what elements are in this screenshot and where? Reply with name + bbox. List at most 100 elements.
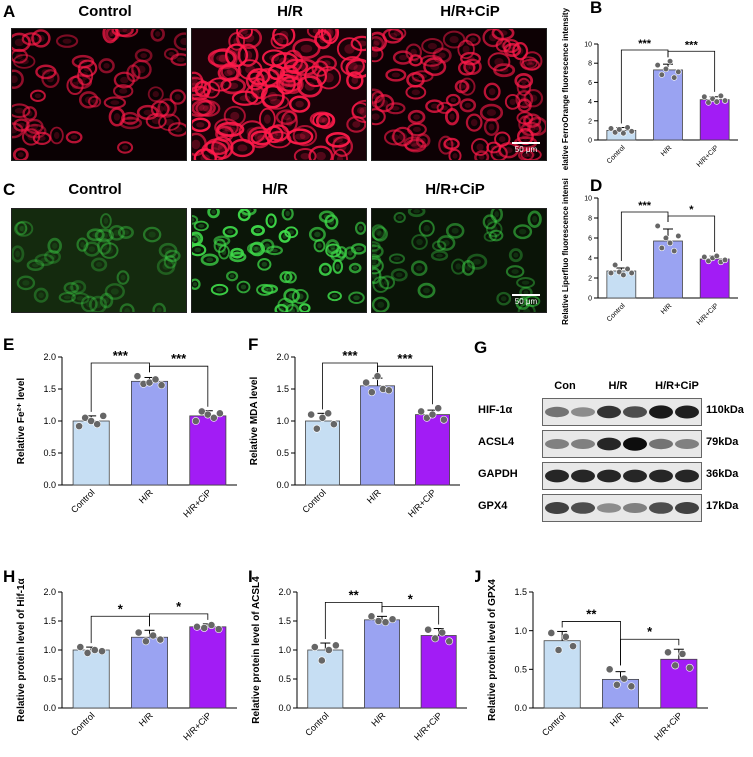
cell-mark — [97, 238, 112, 255]
data-point — [307, 410, 316, 419]
cell-mark — [33, 287, 49, 303]
cell-mark — [192, 117, 211, 133]
cell-nucleus — [423, 224, 430, 232]
cell-nucleus — [113, 229, 120, 236]
cell-mark — [104, 283, 125, 300]
cell-nucleus — [410, 48, 417, 56]
bar — [72, 649, 110, 709]
cell-nucleus — [92, 99, 98, 104]
cell-mark — [32, 131, 52, 145]
cell-mark — [164, 249, 181, 263]
cell-nucleus — [356, 107, 365, 114]
cell-mark — [49, 126, 64, 145]
cell-nucleus — [409, 140, 418, 147]
cell-mark — [486, 141, 502, 154]
wb-row-label: ACSL4 — [478, 436, 515, 448]
data-point — [678, 649, 687, 658]
data-point — [612, 680, 621, 689]
x-tick-label: H/R — [365, 487, 383, 505]
cell-mark — [34, 253, 55, 267]
data-point — [200, 624, 209, 632]
cell-mark — [281, 75, 304, 95]
cell-nucleus — [487, 219, 493, 225]
cell-mark — [278, 76, 303, 93]
cell-mark — [411, 70, 434, 83]
cell-nucleus — [391, 106, 400, 111]
data-point — [605, 665, 614, 674]
cell-mark — [283, 288, 300, 304]
cell-nucleus — [118, 29, 128, 33]
x-tick-label: H/R+CiP — [696, 302, 721, 327]
cell-nucleus — [196, 122, 205, 128]
cell-nucleus — [269, 217, 274, 224]
data-point — [193, 622, 201, 631]
wb-band — [675, 469, 699, 483]
cell-mark — [236, 29, 263, 50]
cell-nucleus — [449, 113, 455, 121]
cell-mark — [405, 43, 422, 61]
cell-nucleus — [100, 233, 109, 239]
cell-mark — [99, 292, 114, 309]
x-tick-label: Control — [540, 710, 568, 738]
cell-mark — [270, 32, 289, 50]
significance-bracket — [620, 638, 680, 666]
data-point — [616, 126, 623, 133]
cell-mark — [308, 226, 326, 242]
cell-nucleus — [53, 131, 60, 139]
bar — [360, 385, 395, 486]
data-point — [215, 409, 224, 418]
cell-nucleus — [465, 264, 471, 271]
cell-mark — [192, 215, 199, 225]
cell-nucleus — [294, 133, 306, 140]
y-tick-label: 10 — [584, 41, 592, 48]
cell-nucleus — [229, 274, 235, 278]
cell-nucleus — [331, 294, 338, 298]
data-point — [367, 612, 376, 621]
y-tick-label: 1.5 — [43, 616, 56, 626]
cell-nucleus — [353, 295, 360, 301]
panel-letter-a: A — [3, 2, 16, 21]
cell-nucleus — [270, 98, 282, 106]
data-point — [664, 648, 672, 657]
cell-mark — [372, 31, 388, 52]
cell-mark — [163, 255, 177, 269]
cell-mark — [283, 271, 297, 284]
cell-mark — [372, 257, 384, 275]
significance-label: *** — [342, 348, 358, 363]
data-point — [717, 92, 724, 99]
cell-nucleus — [104, 297, 109, 304]
cell-mark — [260, 238, 275, 253]
cell-nucleus — [156, 307, 162, 312]
cell-mark — [63, 282, 79, 294]
cell-nucleus — [226, 67, 236, 76]
cell-nucleus — [92, 232, 100, 238]
x-tick-label: Control — [606, 144, 627, 165]
cell-nucleus — [319, 35, 327, 44]
data-point — [191, 417, 200, 425]
cell-mark — [258, 107, 276, 131]
cell-nucleus — [76, 296, 85, 301]
cell-nucleus — [317, 117, 325, 124]
significance-label: * — [408, 591, 414, 606]
cell-nucleus — [487, 234, 493, 239]
significance-label: *** — [638, 200, 652, 212]
wb-band — [571, 502, 595, 514]
y-tick-label: 1.5 — [276, 384, 289, 394]
data-point — [417, 407, 426, 416]
cell-mark — [308, 145, 334, 160]
micrograph-a-control — [11, 28, 187, 161]
cell-nucleus — [192, 236, 199, 242]
data-point — [99, 411, 108, 420]
data-point — [624, 265, 631, 273]
cell-nucleus — [287, 80, 297, 89]
wb-kda-label: 79kDa — [706, 436, 739, 448]
cell-mark — [192, 76, 208, 97]
cell-nucleus — [488, 123, 495, 131]
cell-nucleus — [490, 225, 498, 233]
x-tick-label: H/R — [137, 487, 155, 505]
cell-nucleus — [451, 227, 459, 234]
wb-blot-strip — [542, 494, 702, 522]
data-point — [662, 65, 670, 73]
data-point — [331, 641, 340, 650]
cell-mark — [503, 42, 522, 58]
